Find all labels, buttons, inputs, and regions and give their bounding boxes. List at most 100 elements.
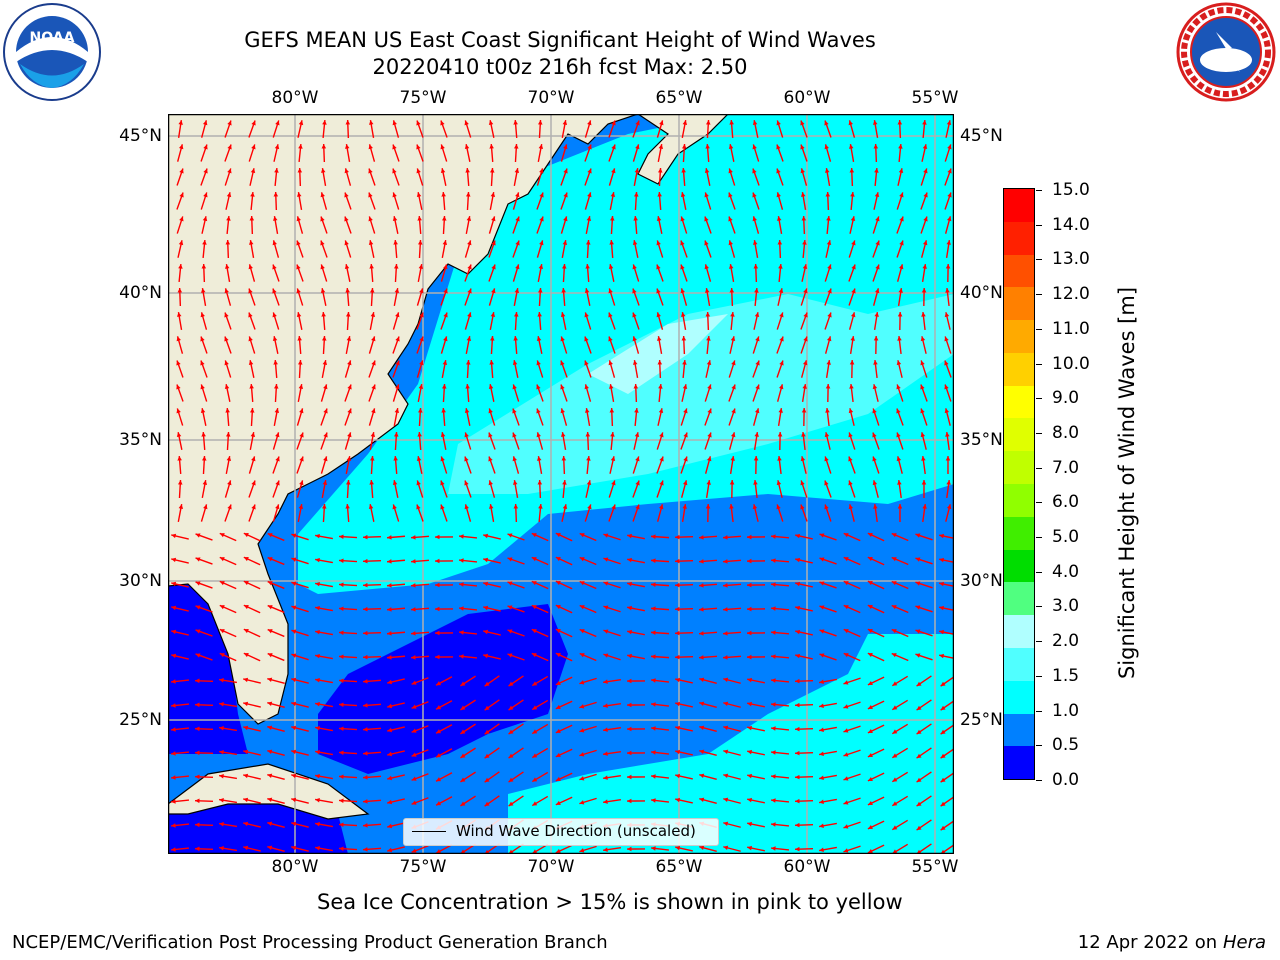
wind-wave-arrowhead (776, 144, 781, 150)
wind-wave-arrowhead (539, 168, 544, 174)
wind-wave-arrowhead (752, 192, 757, 198)
wind-wave-arrowhead (387, 607, 392, 612)
wind-wave-arrowhead (537, 480, 543, 485)
wind-wave-arrowhead (459, 582, 464, 587)
wind-wave-arrowhead (539, 240, 544, 246)
wind-wave-arrowhead (368, 240, 374, 246)
wind-wave-arrowhead (460, 681, 466, 686)
wind-wave-arrowhead (851, 288, 856, 294)
wind-wave-arrowhead (777, 240, 783, 245)
wind-wave-arrowhead (250, 192, 255, 197)
wind-wave-arrowhead (291, 725, 297, 731)
wind-wave-arrowhead (224, 312, 229, 318)
wind-wave-arrowhead (459, 534, 464, 539)
wind-wave-arrowhead (867, 728, 873, 734)
wind-wave-arrowhead (171, 727, 176, 732)
wind-wave-arrowhead (201, 264, 207, 269)
wind-wave-arrowhead (536, 360, 541, 366)
wind-wave-arrowhead (608, 264, 614, 270)
wind-wave-arrowhead (298, 120, 304, 126)
colorbar-tick-mark (1036, 224, 1042, 226)
wind-wave-arrowhead (411, 559, 416, 564)
wind-wave-arrowhead (771, 702, 776, 707)
wind-wave-arrowhead (219, 557, 225, 562)
colorbar-segment (1004, 221, 1034, 255)
wind-wave-arrowhead (387, 799, 393, 805)
wind-wave-arrowhead (267, 725, 273, 731)
wind-wave-arrowhead (843, 704, 849, 709)
wind-wave-arrowhead (920, 432, 926, 438)
wind-wave-arrowhead (723, 701, 729, 707)
wind-wave-arrowhead (464, 504, 469, 510)
colorbar-tick-label: 3.0 (1052, 596, 1080, 617)
wind-wave-arrowhead (632, 240, 638, 246)
wind-wave-arrowhead (272, 216, 278, 221)
wind-wave-arrowhead (344, 264, 350, 270)
wind-wave-arrowhead (298, 504, 304, 509)
wind-wave-arrowhead (795, 798, 800, 804)
wind-wave-arrowhead (819, 727, 824, 733)
wind-wave-arrowhead (747, 773, 752, 779)
wind-wave-arrowhead (416, 120, 421, 126)
wind-wave-arrowhead (315, 677, 320, 683)
wind-wave-arrowhead (171, 629, 177, 635)
wind-wave-arrowhead (776, 120, 781, 126)
wind-wave-arrowhead (225, 432, 231, 437)
wind-wave-arrowhead (243, 773, 249, 779)
wind-wave-arrowhead (680, 216, 685, 222)
wind-wave-arrowhead (321, 144, 327, 149)
wind-wave-arrowhead (658, 144, 664, 149)
wind-wave-arrowhead (171, 581, 177, 587)
wind-wave-arrowhead (699, 655, 704, 660)
wind-wave-arrowhead (483, 653, 489, 659)
wind-wave-arrowhead (201, 456, 207, 461)
wind-wave-arrowhead (537, 120, 543, 125)
colorbar-segment (1004, 484, 1034, 517)
wind-wave-arrowhead (795, 846, 800, 852)
wind-wave-arrowhead (867, 800, 873, 806)
wind-wave-arrowhead (443, 264, 448, 270)
wind-wave-arrowhead (436, 849, 442, 854)
wind-wave-arrowhead (755, 336, 760, 342)
wind-wave-arrowhead (393, 264, 399, 269)
wind-wave-arrowhead (915, 581, 921, 586)
wind-wave-arrowhead (363, 703, 368, 708)
wind-wave-arrowhead (826, 240, 832, 246)
wind-wave-arrowhead (867, 629, 873, 634)
wind-wave-arrowhead (771, 846, 776, 851)
wind-wave-arrowhead (224, 336, 229, 342)
wind-wave-arrowhead (850, 336, 855, 341)
wind-wave-arrowhead (657, 360, 663, 365)
lat-label-left: 40°N (119, 283, 162, 303)
wind-wave-arrowhead (489, 168, 495, 173)
wind-wave-arrowhead (800, 168, 805, 174)
wind-wave-arrowhead (921, 312, 926, 317)
wind-wave-arrowhead (819, 775, 824, 781)
wind-wave-arrowhead (922, 504, 927, 509)
wind-wave-arrowhead (611, 168, 616, 174)
wind-wave-arrowhead (843, 533, 849, 538)
colorbar-tick-label: 12.0 (1052, 284, 1090, 305)
wind-wave-arrowhead (752, 120, 758, 126)
lon-label-bottom: 55°W (911, 857, 959, 877)
wind-wave-arrowhead (296, 264, 301, 270)
colorbar-tick-mark (1036, 363, 1042, 365)
wind-wave-arrowhead (435, 558, 440, 564)
wind-wave-arrowhead (610, 432, 615, 437)
wind-wave-arrowhead (508, 801, 514, 807)
wind-wave-arrowhead (436, 801, 442, 806)
wind-wave-arrowhead (488, 408, 493, 414)
wind-wave-arrowhead (227, 504, 232, 510)
wind-wave-arrowhead (826, 336, 832, 342)
wind-wave-arrowhead (243, 533, 249, 538)
wind-wave-arrowhead (371, 360, 376, 366)
wind-wave-arrowhead (603, 533, 609, 538)
wind-wave-arrowhead (801, 432, 806, 437)
wind-wave-arrowhead (704, 264, 709, 270)
wind-wave-arrowhead (219, 702, 224, 707)
wind-wave-arrowhead (656, 288, 661, 294)
wind-wave-arrowhead (945, 288, 950, 293)
wind-wave-arrowhead (825, 408, 830, 413)
wind-wave-arrowhead (891, 533, 897, 538)
wind-wave-arrowhead (488, 480, 493, 486)
